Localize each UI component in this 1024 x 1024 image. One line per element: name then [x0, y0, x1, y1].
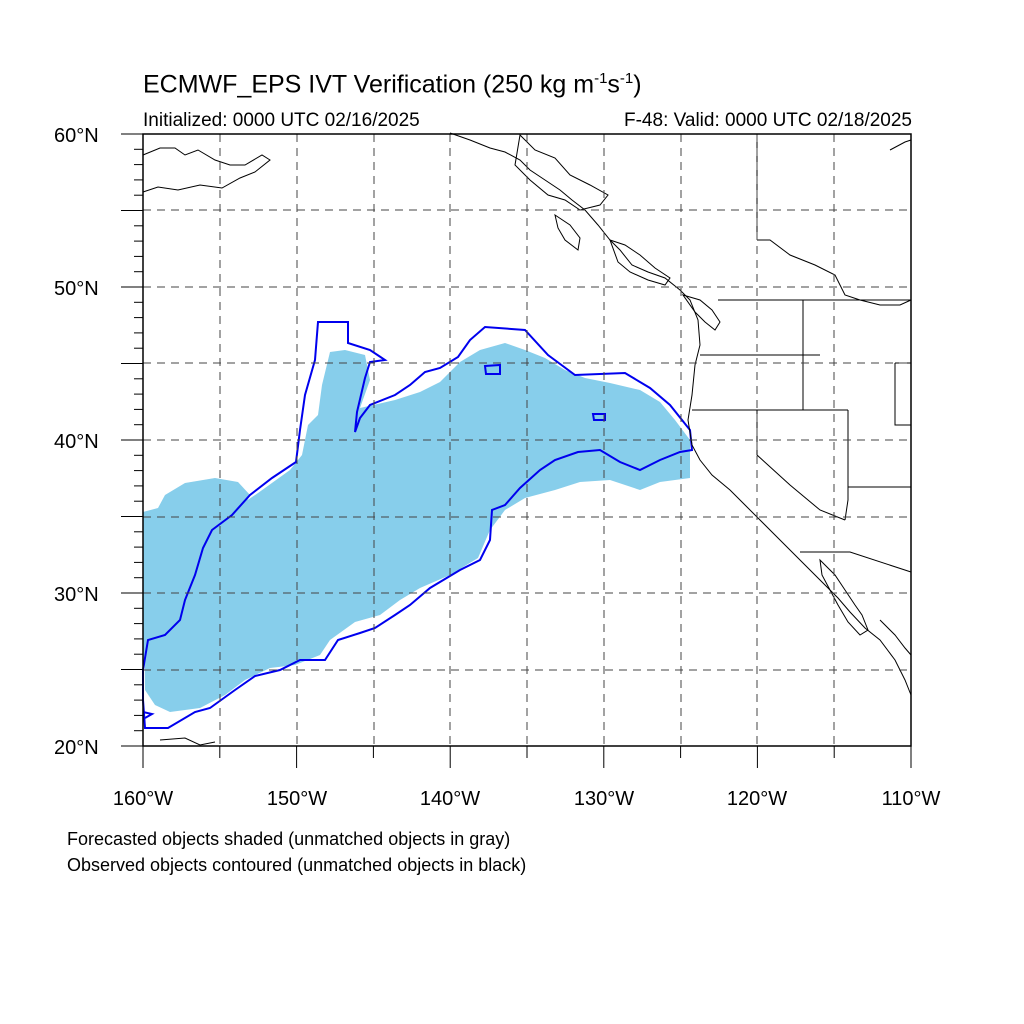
coastlines [142, 132, 912, 746]
footnote-forecast: Forecasted objects shaded (unmatched obj… [67, 829, 511, 849]
observed-small-contour-2 [591, 413, 606, 421]
footnotes: Forecasted objects shaded (unmatched obj… [67, 826, 526, 878]
lat-label: 20°N [54, 737, 99, 759]
axis-ticks [121, 133, 912, 768]
observed-small-contour-3 [142, 711, 155, 719]
lat-label: 50°N [54, 278, 99, 300]
footnote-observed: Observed objects contoured (unmatched ob… [67, 855, 527, 875]
lon-label: 130°W [574, 788, 634, 810]
lat-label: 30°N [54, 584, 99, 606]
lon-label: 110°W [882, 788, 941, 810]
lon-label: 120°W [727, 788, 787, 810]
initialized-time: Initialized: 0000 UTC 02/16/2025 [143, 110, 420, 131]
lat-label: 40°N [54, 431, 99, 453]
chart-title: ECMWF_EPS IVT Verification (250 kg m-1s-… [143, 70, 642, 99]
valid-time: F-48: Valid: 0000 UTC 02/18/2025 [624, 110, 912, 131]
observed-small-contour-1 [483, 363, 501, 375]
lat-label: 60°N [54, 125, 99, 147]
lon-labels: 160°W 150°W 140°W 130°W 120°W 110°W [113, 788, 941, 810]
lat-lon-grid [143, 134, 911, 746]
lat-labels: 60°N 50°N 40°N 30°N 20°N [54, 125, 99, 759]
observed-ivt-contour [142, 321, 694, 729]
lon-label: 140°W [420, 788, 480, 810]
political-borders [692, 134, 912, 573]
lon-label: 150°W [267, 788, 327, 810]
forecast-ivt-object [143, 343, 690, 712]
lon-label: 160°W [113, 788, 173, 810]
